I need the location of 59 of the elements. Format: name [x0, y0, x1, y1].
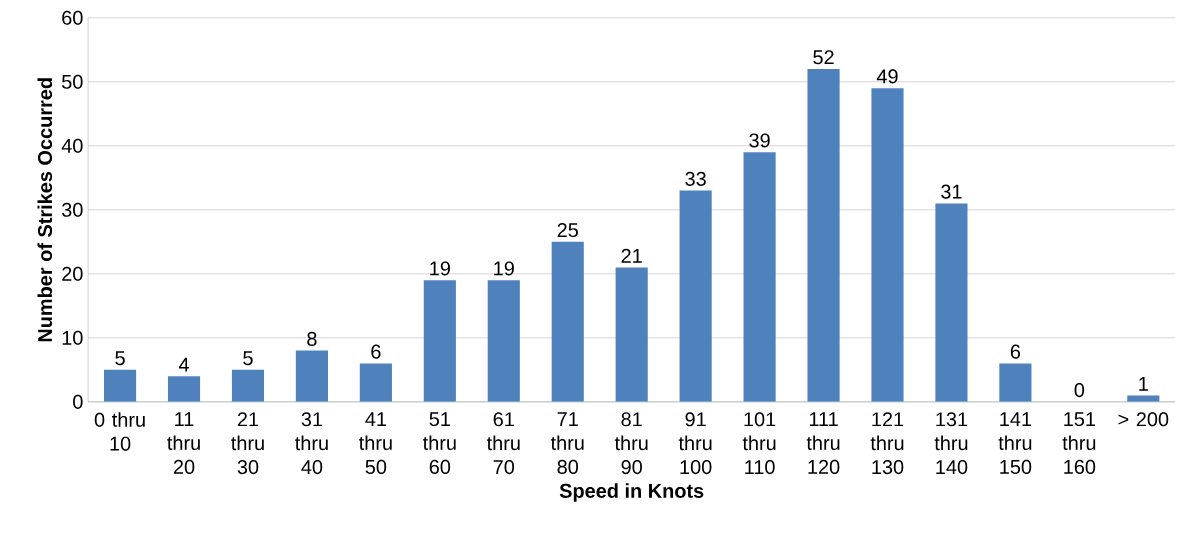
data-label: 19	[494, 261, 514, 276]
bar	[551, 241, 584, 402]
x-tick-label: 51 thru 60	[422, 412, 456, 474]
data-label: 4	[178, 357, 189, 372]
x-tick-label: 61 thru 70	[486, 412, 520, 475]
data-label: 8	[307, 331, 317, 346]
data-label: 6	[1010, 344, 1021, 359]
data-label: 5	[243, 351, 253, 366]
bar	[807, 68, 840, 402]
data-label: 19	[430, 261, 450, 276]
bar	[104, 369, 137, 402]
bar	[935, 203, 968, 402]
data-label: 0	[1074, 383, 1085, 398]
x-tick-label: 41 thru 50	[359, 412, 392, 474]
x-tick-label: 0 thru 10	[94, 412, 145, 451]
bar	[423, 280, 456, 402]
x-tick-label: 71 thru 80	[550, 412, 584, 474]
y-tick-label: 0	[73, 394, 83, 409]
x-tick-label: 91 thru 100	[678, 412, 712, 475]
data-label: 49	[876, 69, 898, 84]
bar	[743, 152, 776, 402]
y-tick-label: 60	[62, 10, 83, 25]
bar	[167, 376, 201, 402]
data-label: 1	[1139, 377, 1148, 391]
bar	[231, 369, 265, 402]
y-axis-title: Number of Strikes Occurred	[37, 78, 53, 342]
x-tick-label: 101 thru 110	[742, 412, 776, 475]
bar	[359, 363, 392, 402]
x-tick-label: 11 thru 20	[167, 412, 200, 474]
data-label: 33	[685, 171, 706, 186]
y-tick-label: 20	[62, 266, 83, 281]
y-tick-label: 50	[62, 74, 83, 89]
x-tick-label: 141 thru 150	[998, 412, 1032, 474]
x-tick-label: 81 thru 90	[614, 412, 648, 475]
x-tick-label: 31 thru 40	[295, 412, 328, 475]
bar	[679, 190, 712, 402]
data-label: 31	[941, 184, 962, 199]
y-tick-label: 10	[62, 330, 83, 345]
y-tick-label: 40	[61, 138, 83, 153]
y-tick-label: 30	[61, 202, 83, 217]
bar	[295, 350, 328, 402]
x-axis-title: Speed in Knots	[559, 483, 704, 502]
bar	[871, 88, 904, 402]
bar	[615, 267, 648, 402]
data-label: 6	[371, 344, 381, 359]
x-tick-label: 151 thru 160	[1062, 412, 1096, 474]
x-tick-label: > 200	[1118, 412, 1169, 427]
x-tick-label: 131 thru 140	[934, 412, 968, 475]
bar	[999, 363, 1032, 402]
x-tick-label: 121 thru 130	[870, 412, 904, 475]
bar	[1127, 395, 1160, 402]
x-tick-label: 111 thru 120	[806, 412, 840, 474]
data-label: 52	[813, 50, 834, 65]
x-tick-label: 21 thru 30	[231, 412, 264, 475]
data-label: 39	[749, 133, 770, 148]
bar	[487, 280, 520, 402]
data-label: 21	[621, 248, 642, 263]
data-label: 5	[115, 351, 125, 366]
data-label: 25	[557, 223, 578, 238]
